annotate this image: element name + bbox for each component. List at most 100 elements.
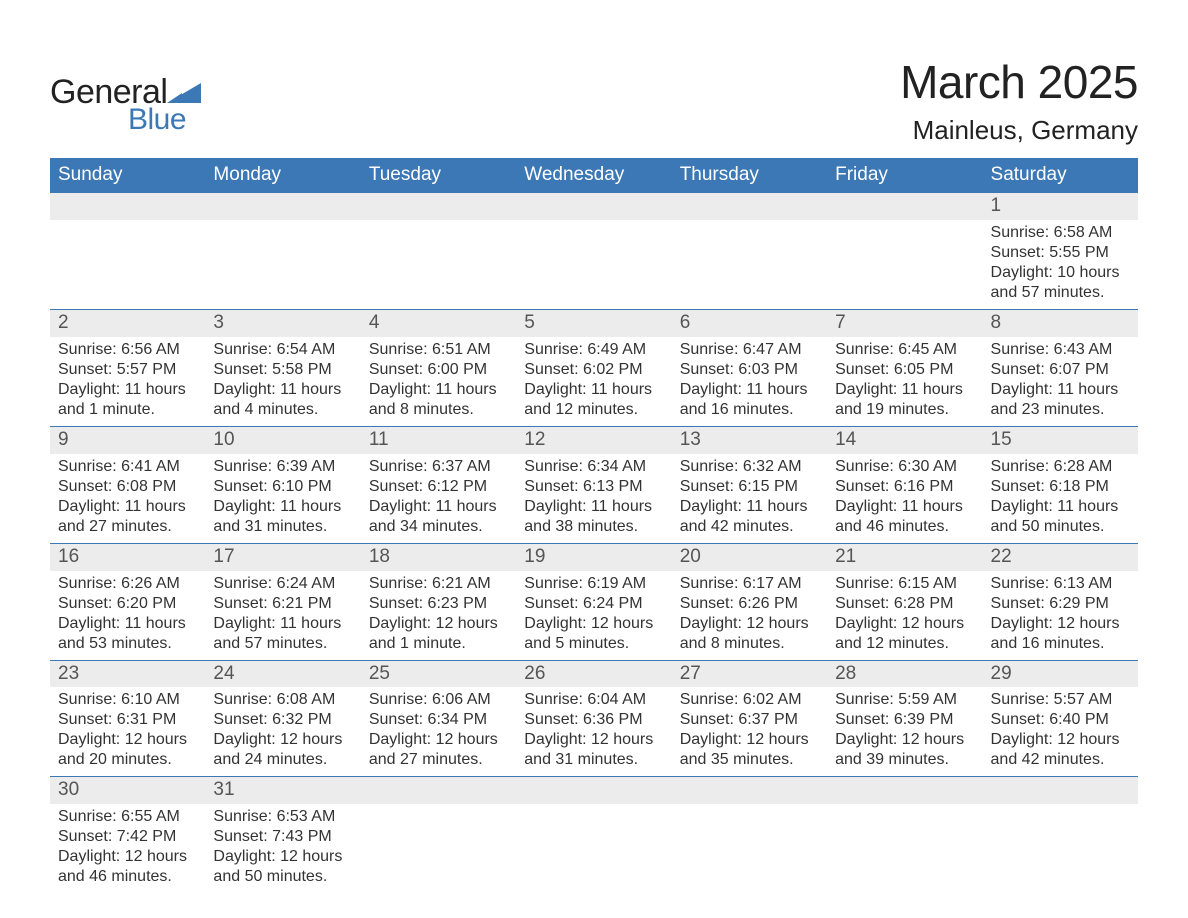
daylight-line1: Daylight: 10 hours xyxy=(991,263,1130,283)
daynum-cell: 1 xyxy=(983,193,1138,220)
daynum-cell: 25 xyxy=(361,660,516,687)
day-number: 20 xyxy=(672,544,827,571)
daynum-cell: 19 xyxy=(516,543,671,570)
daynum-cell: 17 xyxy=(205,543,360,570)
daylight-line2: and 50 minutes. xyxy=(991,517,1130,537)
detail-cell xyxy=(361,804,516,893)
day-number: 7 xyxy=(827,310,982,337)
detail-row: Sunrise: 6:58 AMSunset: 5:55 PMDaylight:… xyxy=(50,220,1138,310)
daynum-cell xyxy=(983,777,1138,804)
daylight-line1: Daylight: 11 hours xyxy=(835,380,974,400)
day-number: 6 xyxy=(672,310,827,337)
daynum-cell: 18 xyxy=(361,543,516,570)
daylight-line2: and 46 minutes. xyxy=(835,517,974,537)
detail-cell: Sunrise: 6:49 AMSunset: 6:02 PMDaylight:… xyxy=(516,337,671,427)
sunrise-text: Sunrise: 5:57 AM xyxy=(991,690,1130,710)
detail-cell: Sunrise: 6:39 AMSunset: 6:10 PMDaylight:… xyxy=(205,454,360,544)
daylight-line2: and 16 minutes. xyxy=(680,400,819,420)
daynum-cell xyxy=(516,193,671,220)
detail-cell: Sunrise: 6:32 AMSunset: 6:15 PMDaylight:… xyxy=(672,454,827,544)
sunset-text: Sunset: 5:57 PM xyxy=(58,360,197,380)
daylight-line2: and 12 minutes. xyxy=(835,634,974,654)
sunset-text: Sunset: 6:39 PM xyxy=(835,710,974,730)
daynum-cell: 24 xyxy=(205,660,360,687)
detail-cell: Sunrise: 6:45 AMSunset: 6:05 PMDaylight:… xyxy=(827,337,982,427)
daylight-line2: and 24 minutes. xyxy=(213,750,352,770)
daynum-cell xyxy=(50,193,205,220)
daylight-line1: Daylight: 11 hours xyxy=(369,497,508,517)
sunset-text: Sunset: 6:00 PM xyxy=(369,360,508,380)
sunset-text: Sunset: 6:32 PM xyxy=(213,710,352,730)
daynum-cell xyxy=(205,193,360,220)
day-header: Wednesday xyxy=(516,158,671,193)
day-number: 24 xyxy=(205,661,360,688)
daynum-cell: 30 xyxy=(50,777,205,804)
sunset-text: Sunset: 6:16 PM xyxy=(835,477,974,497)
detail-cell: Sunrise: 6:43 AMSunset: 6:07 PMDaylight:… xyxy=(983,337,1138,427)
day-header: Tuesday xyxy=(361,158,516,193)
daynum-cell: 29 xyxy=(983,660,1138,687)
sunset-text: Sunset: 6:21 PM xyxy=(213,594,352,614)
detail-cell: Sunrise: 6:13 AMSunset: 6:29 PMDaylight:… xyxy=(983,571,1138,661)
daynum-cell: 12 xyxy=(516,426,671,453)
title-block: March 2025 Mainleus, Germany xyxy=(900,55,1138,150)
daylight-line1: Daylight: 11 hours xyxy=(58,380,197,400)
sunrise-text: Sunrise: 6:10 AM xyxy=(58,690,197,710)
sunrise-text: Sunrise: 6:58 AM xyxy=(991,223,1130,243)
sunset-text: Sunset: 6:24 PM xyxy=(524,594,663,614)
daylight-line1: Daylight: 12 hours xyxy=(524,614,663,634)
day-number: 9 xyxy=(50,427,205,454)
detail-cell xyxy=(672,804,827,893)
daylight-line2: and 53 minutes. xyxy=(58,634,197,654)
daylight-line1: Daylight: 12 hours xyxy=(58,847,197,867)
day-number: 4 xyxy=(361,310,516,337)
daynum-cell: 14 xyxy=(827,426,982,453)
daynum-cell: 5 xyxy=(516,309,671,336)
sunrise-text: Sunrise: 6:28 AM xyxy=(991,457,1130,477)
sunrise-text: Sunrise: 6:56 AM xyxy=(58,340,197,360)
sunset-text: Sunset: 6:26 PM xyxy=(680,594,819,614)
daynum-cell: 9 xyxy=(50,426,205,453)
detail-cell: Sunrise: 6:08 AMSunset: 6:32 PMDaylight:… xyxy=(205,687,360,777)
day-number xyxy=(361,193,516,220)
daynum-cell: 21 xyxy=(827,543,982,570)
daylight-line2: and 31 minutes. xyxy=(524,750,663,770)
sunset-text: Sunset: 6:13 PM xyxy=(524,477,663,497)
day-number: 27 xyxy=(672,661,827,688)
daynum-row: 2345678 xyxy=(50,309,1138,336)
daylight-line2: and 27 minutes. xyxy=(58,517,197,537)
daylight-line2: and 4 minutes. xyxy=(213,400,352,420)
sunrise-text: Sunrise: 6:34 AM xyxy=(524,457,663,477)
detail-row: Sunrise: 6:41 AMSunset: 6:08 PMDaylight:… xyxy=(50,454,1138,544)
detail-cell: Sunrise: 6:15 AMSunset: 6:28 PMDaylight:… xyxy=(827,571,982,661)
sunset-text: Sunset: 6:23 PM xyxy=(369,594,508,614)
daynum-cell: 20 xyxy=(672,543,827,570)
detail-cell: Sunrise: 6:10 AMSunset: 6:31 PMDaylight:… xyxy=(50,687,205,777)
sunset-text: Sunset: 6:37 PM xyxy=(680,710,819,730)
detail-cell: Sunrise: 6:04 AMSunset: 6:36 PMDaylight:… xyxy=(516,687,671,777)
daynum-cell: 2 xyxy=(50,309,205,336)
daylight-line1: Daylight: 11 hours xyxy=(991,380,1130,400)
sunset-text: Sunset: 6:29 PM xyxy=(991,594,1130,614)
daylight-line2: and 57 minutes. xyxy=(213,634,352,654)
detail-row: Sunrise: 6:26 AMSunset: 6:20 PMDaylight:… xyxy=(50,571,1138,661)
daylight-line2: and 23 minutes. xyxy=(991,400,1130,420)
detail-cell xyxy=(516,804,671,893)
daylight-line2: and 57 minutes. xyxy=(991,283,1130,303)
sunrise-text: Sunrise: 6:26 AM xyxy=(58,574,197,594)
daylight-line1: Daylight: 12 hours xyxy=(369,730,508,750)
day-number: 31 xyxy=(205,777,360,804)
day-number: 14 xyxy=(827,427,982,454)
daynum-cell: 3 xyxy=(205,309,360,336)
detail-cell: Sunrise: 6:47 AMSunset: 6:03 PMDaylight:… xyxy=(672,337,827,427)
daynum-row: 16171819202122 xyxy=(50,543,1138,570)
daylight-line1: Daylight: 12 hours xyxy=(524,730,663,750)
detail-row: Sunrise: 6:56 AMSunset: 5:57 PMDaylight:… xyxy=(50,337,1138,427)
month-title: March 2025 xyxy=(900,55,1138,109)
day-number: 8 xyxy=(983,310,1138,337)
detail-cell xyxy=(516,220,671,310)
daynum-cell: 13 xyxy=(672,426,827,453)
day-header: Saturday xyxy=(983,158,1138,193)
day-number xyxy=(983,777,1138,804)
daylight-line1: Daylight: 12 hours xyxy=(58,730,197,750)
